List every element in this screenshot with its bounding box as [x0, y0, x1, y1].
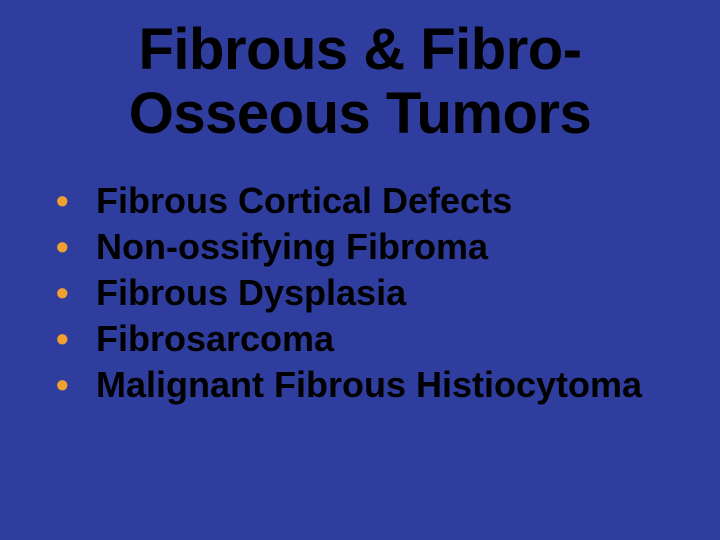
list-item-text: Fibrous Cortical Defects	[96, 178, 720, 224]
list-item-text: Fibrous Dysplasia	[96, 270, 720, 316]
bullet-icon: •	[56, 178, 96, 224]
title-line-1: Fibrous & Fibro-	[138, 17, 581, 82]
slide: Fibrous & Fibro- Osseous Tumors • Fibrou…	[0, 0, 720, 540]
list-item-text: Malignant Fibrous Histiocytoma	[96, 362, 720, 408]
list-item: • Non-ossifying Fibroma	[56, 224, 720, 270]
bullet-list: • Fibrous Cortical Defects • Non-ossifyi…	[0, 178, 720, 408]
bullet-icon: •	[56, 224, 96, 270]
list-item-text: Non-ossifying Fibroma	[96, 224, 720, 270]
list-item: • Malignant Fibrous Histiocytoma	[56, 362, 720, 408]
list-item: • Fibrous Cortical Defects	[56, 178, 720, 224]
title-line-2: Osseous Tumors	[129, 81, 592, 146]
list-item: • Fibrosarcoma	[56, 316, 720, 362]
bullet-icon: •	[56, 316, 96, 362]
bullet-icon: •	[56, 362, 96, 408]
list-item: • Fibrous Dysplasia	[56, 270, 720, 316]
bullet-icon: •	[56, 270, 96, 316]
list-item-text: Fibrosarcoma	[96, 316, 720, 362]
slide-title: Fibrous & Fibro- Osseous Tumors	[0, 18, 720, 146]
